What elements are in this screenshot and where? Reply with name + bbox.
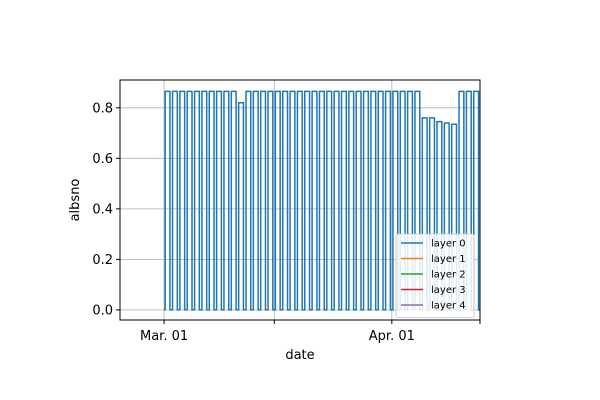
y-tick-label: 0.4 (92, 202, 113, 217)
y-tick-label: 0.6 (92, 152, 113, 167)
y-tick-label: 0.8 (92, 101, 113, 116)
x-axis-label: date (285, 348, 314, 363)
legend-label: layer 4 (431, 301, 466, 312)
y-tick-label: 0.2 (92, 253, 113, 268)
legend-label: layer 1 (431, 254, 466, 265)
legend-label: layer 3 (431, 285, 466, 296)
y-tick-label: 0.0 (92, 303, 113, 318)
legend: layer 0 layer 1 layer 2 layer 3 layer 4 (395, 233, 475, 318)
plot-frame (119, 79, 481, 321)
y-axis-label: albsno (68, 179, 83, 222)
x-tick-label: Mar. 01 (140, 329, 188, 344)
legend-label: layer 2 (431, 270, 466, 281)
legend-label: layer 0 (431, 239, 466, 250)
y-axis: 0.0 0.2 0.4 0.6 0.8 (92, 101, 120, 318)
x-tick-label: Apr. 01 (369, 329, 415, 344)
legend-box (395, 233, 475, 318)
x-axis: Mar. 01 Apr. 01 (140, 320, 481, 344)
